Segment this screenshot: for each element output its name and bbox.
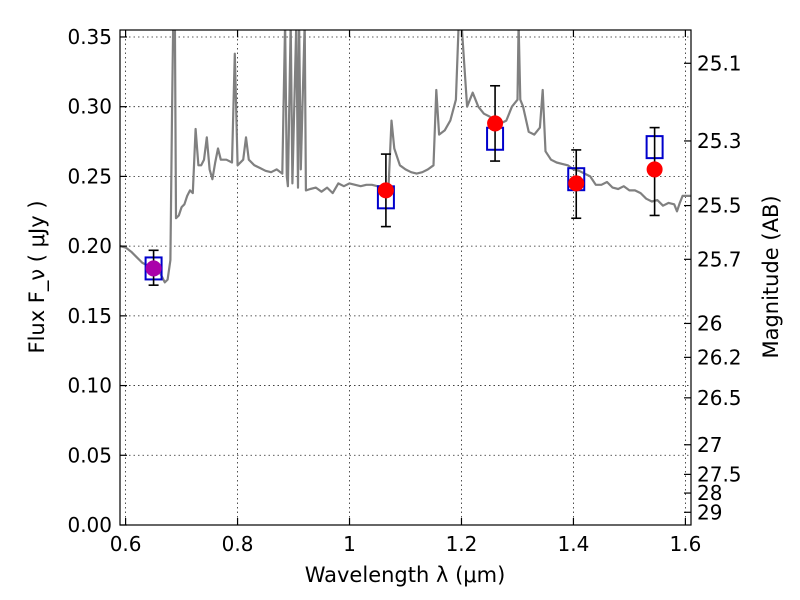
y-tick-label: 0.05 <box>67 443 112 467</box>
plot-background <box>120 30 691 525</box>
y-tick-label: 0.25 <box>67 164 112 188</box>
series-layer <box>120 30 691 286</box>
right-tick-label: 26 <box>697 311 722 335</box>
x-tick-label: 1.6 <box>669 532 701 556</box>
plot-frame <box>119 29 692 526</box>
right-tick-label: 29 <box>697 500 722 524</box>
y-tick-label: 0.35 <box>67 25 112 49</box>
grid <box>120 30 691 525</box>
x-axis-label: Wavelength λ (μm) <box>305 563 506 587</box>
axes-layer: 0.6 0.8 1 1.2 1.4 1.6 0.00 0.05 0.10 0.15 0.20 0.25… <box>67 25 741 556</box>
observed-point <box>646 161 663 178</box>
observed-point <box>377 182 394 199</box>
y-tick-label: 0.20 <box>67 234 112 258</box>
x-tick-label: 1 <box>343 532 356 556</box>
y-axis-label: Flux F_ν ( μJy ) <box>25 200 50 353</box>
y-tick-label: 0.15 <box>67 304 112 328</box>
right-tick-label: 26.5 <box>697 386 742 410</box>
right-tick-label: 25.1 <box>697 51 742 75</box>
right-tick-label: 27.5 <box>697 462 742 486</box>
observed-point <box>568 175 585 192</box>
right-tick-label: 28 <box>697 481 722 505</box>
model-spectrum-line <box>120 30 691 284</box>
y-tick-label: 0.00 <box>67 513 112 537</box>
x-tick-label: 0.6 <box>110 532 142 556</box>
y-tick-label: 0.30 <box>67 95 112 119</box>
right-tick-label: 25.5 <box>697 194 742 218</box>
x-tick-label: 0.8 <box>222 532 254 556</box>
y-tick-label: 0.10 <box>67 374 112 398</box>
observed-point <box>487 115 504 132</box>
x-tick-label: 1.2 <box>446 532 478 556</box>
x-tick-label: 1.4 <box>558 532 590 556</box>
right-tick-label: 25.7 <box>697 247 742 271</box>
y-axis-right-label: Magnitude (AB) <box>759 195 783 358</box>
right-tick-label: 26.2 <box>697 345 742 369</box>
right-tick-label: 27 <box>697 433 722 457</box>
observed-point <box>145 260 162 277</box>
right-tick-label: 25.3 <box>697 129 742 153</box>
